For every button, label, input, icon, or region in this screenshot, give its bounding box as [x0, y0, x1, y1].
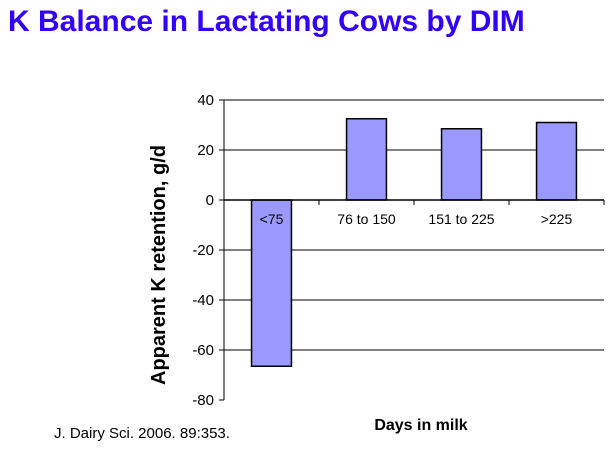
bar: [440, 128, 483, 201]
y-tick-label: -80: [192, 392, 214, 409]
x-category-label: <75: [260, 211, 284, 227]
bar: [250, 199, 293, 367]
y-tick-label: -40: [192, 292, 214, 309]
bar: [535, 121, 578, 201]
x-axis-title: Days in milk: [374, 417, 467, 434]
y-tick-label: -20: [192, 242, 214, 259]
labels: 40 20 0 -20 -40 -60 -80 <75 76 to 150 151 to 225 >…: [192, 92, 572, 409]
bars: [250, 118, 578, 367]
x-category-label: >225: [541, 211, 573, 227]
slide-title: K Balance in Lactating Cows by DIM: [8, 5, 525, 38]
x-category-label: 151 to 225: [428, 211, 494, 227]
y-axis-title: Apparent K retention, g/d: [148, 145, 170, 385]
y-tick-label: 0: [206, 192, 214, 209]
y-tick-label: 20: [197, 142, 214, 159]
y-tick-label: 40: [197, 92, 214, 109]
x-category-label: 76 to 150: [337, 211, 396, 227]
axes: [219, 99, 605, 401]
bar: [345, 118, 388, 201]
citation: J. Dairy Sci. 2006. 89:353.: [54, 425, 230, 442]
y-tick-label: -60: [192, 342, 214, 359]
